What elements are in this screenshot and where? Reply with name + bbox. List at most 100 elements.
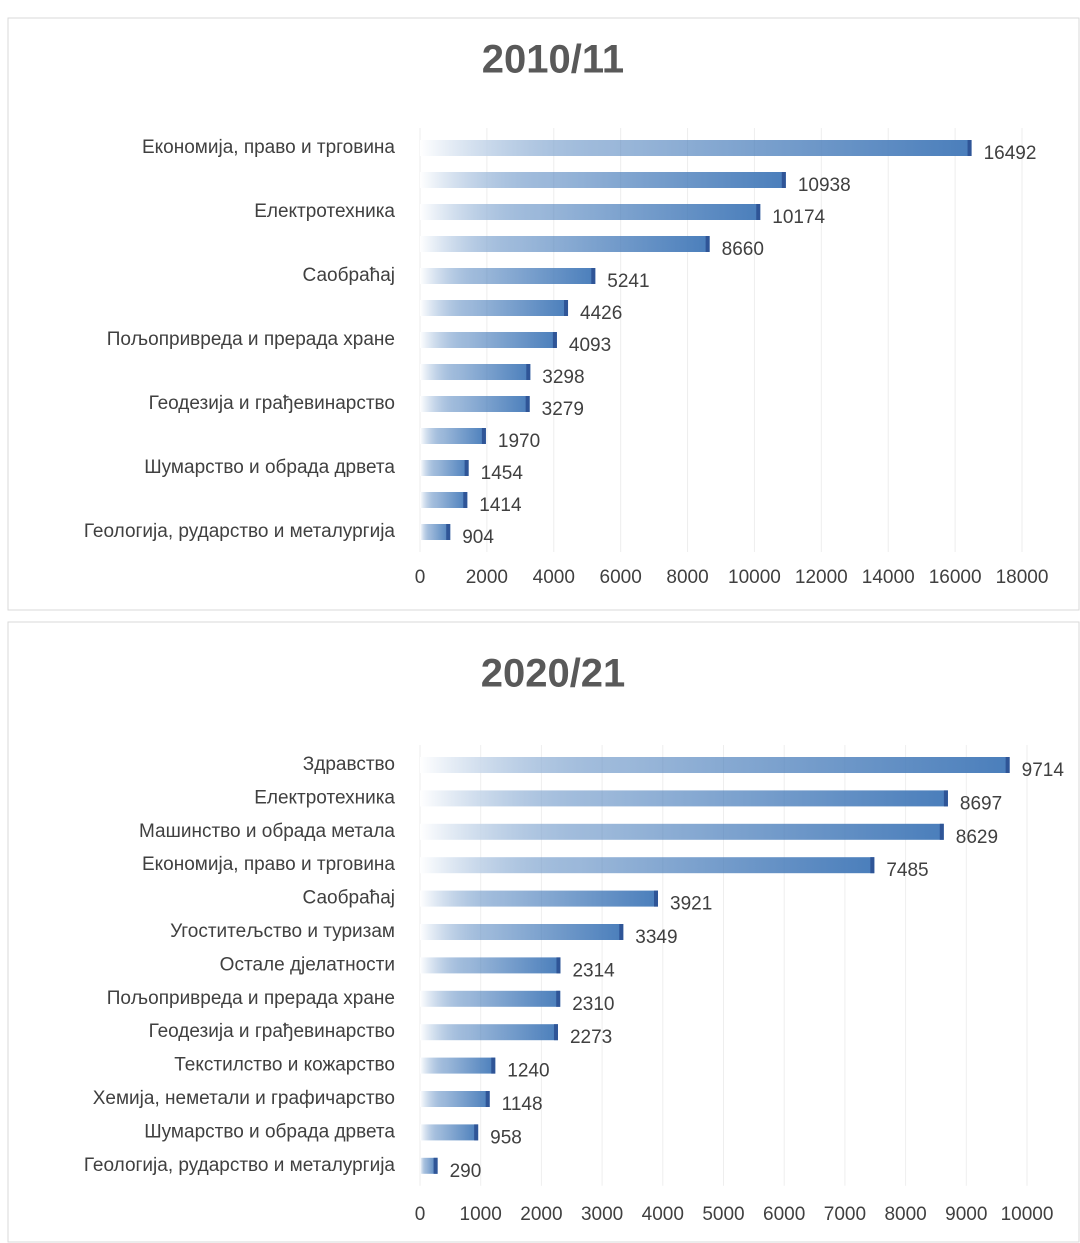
y-tick-label: Геологија, рударство и металургија — [84, 521, 396, 542]
chart-title: 2010/11 — [482, 38, 624, 82]
x-tick-label: 16000 — [929, 567, 982, 588]
value-label: 2310 — [572, 994, 614, 1015]
x-tick-label: 18000 — [996, 567, 1049, 588]
bar-edge — [525, 396, 530, 412]
bar-edge — [526, 364, 531, 380]
y-tick-label: Машинство и обрада метала — [139, 821, 395, 842]
bar — [420, 757, 1010, 773]
bar-edge — [781, 172, 786, 188]
value-label: 4093 — [569, 335, 611, 356]
y-tick-label: Текстилство и кожарство — [174, 1055, 395, 1076]
bar — [420, 790, 948, 807]
x-tick-label: 10000 — [1001, 1204, 1054, 1225]
value-label: 8629 — [956, 827, 998, 848]
y-tick-label: Угоститељство и туризам — [170, 921, 395, 942]
x-tick-label: 8000 — [884, 1204, 926, 1225]
x-tick-label: 4000 — [642, 1204, 684, 1225]
bar — [420, 1024, 558, 1041]
x-tick-label: 12000 — [795, 567, 848, 588]
x-tick-label: 4000 — [533, 567, 575, 588]
bar-edge — [553, 1024, 558, 1041]
value-label: 7485 — [886, 860, 928, 881]
x-tick-label: 7000 — [824, 1204, 866, 1225]
bar — [420, 990, 561, 1007]
value-label: 1148 — [502, 1094, 543, 1115]
x-tick-label: 0 — [415, 567, 426, 588]
bar-edge — [756, 204, 761, 220]
chart-title: 2020/21 — [481, 652, 626, 696]
bar — [420, 300, 569, 316]
value-label: 1970 — [498, 431, 540, 452]
value-label: 958 — [490, 1127, 522, 1148]
x-tick-label: 6000 — [600, 567, 642, 588]
y-tick-label: Саобраћај — [303, 265, 395, 286]
bar — [420, 332, 557, 348]
bar-edge — [967, 140, 972, 156]
bar-edge — [564, 300, 569, 316]
y-tick-label: Здравство — [303, 754, 395, 775]
x-tick-label: 9000 — [945, 1204, 987, 1225]
value-label: 16492 — [984, 143, 1037, 164]
x-tick-label: 14000 — [862, 567, 915, 588]
bar-edge — [491, 1057, 496, 1074]
bar — [420, 1124, 479, 1141]
bar-edge — [446, 524, 451, 540]
bar — [420, 268, 596, 284]
x-tick-label: 2000 — [466, 567, 508, 588]
y-tick-label: Остале дјелатности — [220, 954, 395, 975]
bar — [420, 428, 486, 444]
bar-edge — [433, 1157, 438, 1174]
y-tick-label: Економија, право и трговина — [142, 137, 395, 158]
value-label: 2314 — [572, 960, 615, 981]
y-tick-label: Саобраћај — [303, 888, 395, 909]
value-label: 3298 — [542, 367, 584, 388]
x-tick-label: 0 — [415, 1204, 426, 1225]
value-label: 9714 — [1022, 760, 1065, 781]
y-tick-label: Геодезија и грађевинарство — [149, 1021, 395, 1042]
bar — [420, 957, 561, 974]
y-tick-label: Електротехника — [254, 787, 395, 808]
bar — [420, 364, 531, 380]
value-label: 3279 — [542, 399, 584, 420]
value-label: 3349 — [635, 927, 677, 948]
y-tick-label: Шумарство и обрада дрвета — [144, 457, 395, 478]
bar-edge — [556, 957, 561, 974]
bar — [420, 924, 624, 940]
bar-edge — [485, 1091, 490, 1107]
y-tick-label: Геодезија и грађевинарство — [149, 393, 395, 414]
bar-edge — [870, 857, 875, 874]
bar-edge — [474, 1124, 479, 1141]
bar — [420, 1157, 438, 1174]
bar — [420, 492, 468, 508]
x-tick-label: 1000 — [460, 1204, 502, 1225]
y-tick-label: Електротехника — [254, 201, 395, 222]
bar — [420, 890, 659, 907]
bar — [420, 236, 710, 252]
x-tick-label: 10000 — [728, 567, 781, 588]
value-label: 5241 — [607, 271, 649, 292]
bar-edge — [481, 428, 486, 444]
bar — [420, 172, 786, 188]
bar-edge — [556, 990, 561, 1007]
bar — [420, 823, 944, 840]
y-tick-label: Економија, право и трговина — [142, 854, 395, 875]
value-label: 290 — [450, 1161, 482, 1182]
value-label: 2273 — [570, 1027, 612, 1048]
x-tick-label: 6000 — [763, 1204, 805, 1225]
y-tick-label: Шумарство и обрада дрвета — [144, 1121, 395, 1142]
value-label: 904 — [462, 527, 494, 548]
value-label: 4426 — [580, 303, 622, 324]
value-label: 3921 — [670, 894, 712, 915]
bar-edge — [939, 823, 944, 840]
value-label: 1240 — [507, 1061, 549, 1082]
bar — [420, 524, 451, 540]
value-label: 1454 — [481, 463, 524, 484]
bar-edge — [705, 236, 710, 252]
bar — [420, 140, 972, 156]
x-tick-label: 8000 — [666, 567, 708, 588]
bar-edge — [464, 460, 469, 476]
value-label: 10938 — [798, 175, 851, 196]
value-label: 8660 — [722, 239, 764, 260]
value-label: 1414 — [479, 495, 522, 516]
